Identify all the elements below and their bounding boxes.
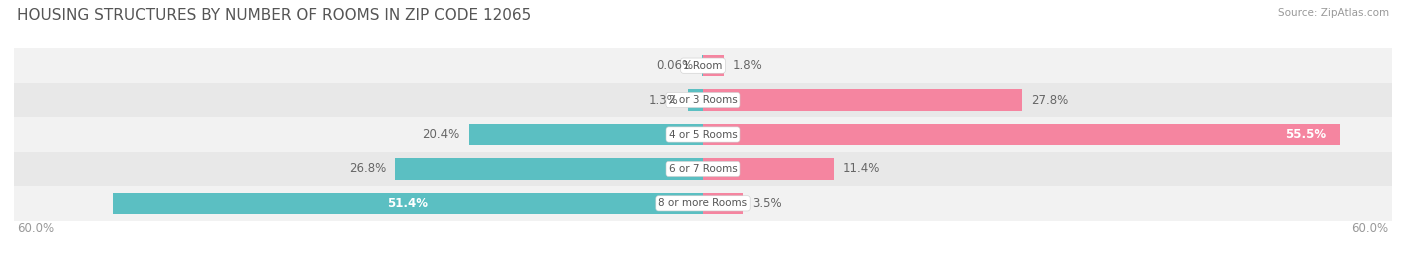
Text: 27.8%: 27.8% <box>1032 94 1069 107</box>
Text: 6 or 7 Rooms: 6 or 7 Rooms <box>669 164 737 174</box>
Bar <box>14 152 1392 186</box>
Bar <box>703 193 744 214</box>
Bar <box>703 89 1022 111</box>
Text: 11.4%: 11.4% <box>844 162 880 175</box>
Text: 1.8%: 1.8% <box>733 59 762 72</box>
Text: 20.4%: 20.4% <box>422 128 460 141</box>
Text: 2 or 3 Rooms: 2 or 3 Rooms <box>669 95 737 105</box>
Bar <box>14 83 1392 117</box>
Text: 3.5%: 3.5% <box>752 197 782 210</box>
Bar <box>14 186 1392 221</box>
Bar <box>112 193 703 214</box>
Text: 26.8%: 26.8% <box>349 162 387 175</box>
Text: 60.0%: 60.0% <box>17 222 55 235</box>
Bar <box>395 158 703 180</box>
Bar <box>14 117 1392 152</box>
Bar <box>703 124 1340 145</box>
Bar <box>14 48 1392 83</box>
Text: 8 or more Rooms: 8 or more Rooms <box>658 198 748 208</box>
Text: Source: ZipAtlas.com: Source: ZipAtlas.com <box>1278 8 1389 18</box>
Bar <box>703 158 834 180</box>
Text: 4 or 5 Rooms: 4 or 5 Rooms <box>669 129 737 140</box>
Text: 1.3%: 1.3% <box>650 94 679 107</box>
Bar <box>703 55 724 76</box>
Text: 60.0%: 60.0% <box>1351 222 1389 235</box>
Text: 55.5%: 55.5% <box>1285 128 1326 141</box>
Text: HOUSING STRUCTURES BY NUMBER OF ROOMS IN ZIP CODE 12065: HOUSING STRUCTURES BY NUMBER OF ROOMS IN… <box>17 8 531 23</box>
Text: 51.4%: 51.4% <box>388 197 429 210</box>
Bar <box>468 124 703 145</box>
Bar <box>688 89 703 111</box>
Text: 0.06%: 0.06% <box>657 59 693 72</box>
Text: 1 Room: 1 Room <box>683 61 723 71</box>
